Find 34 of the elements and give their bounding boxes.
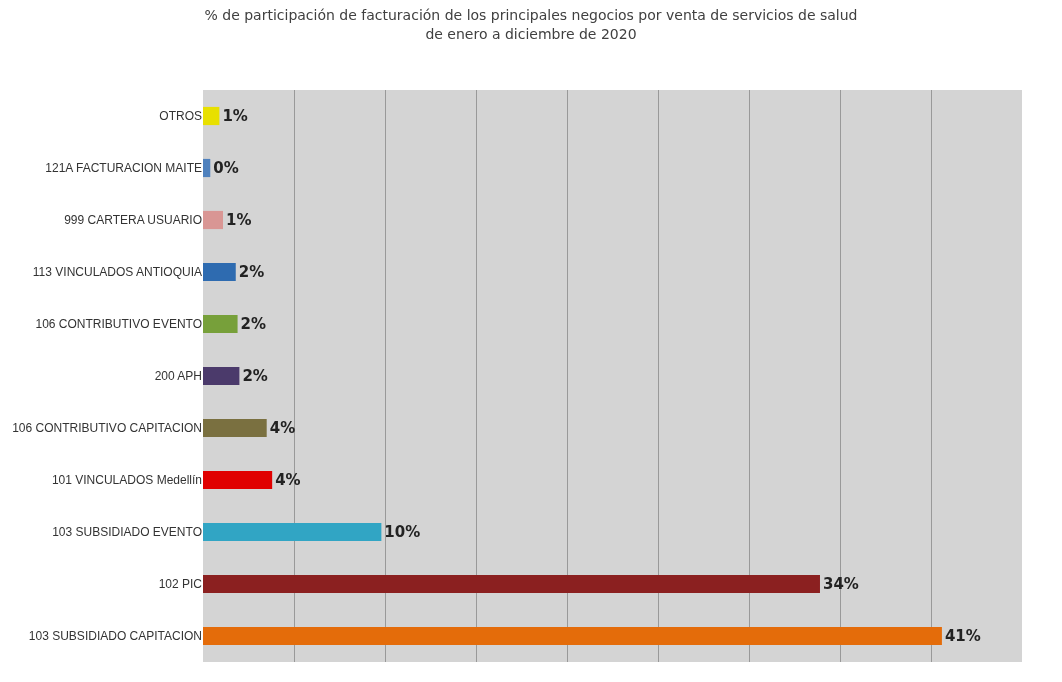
y-tick-label: 106 CONTRIBUTIVO EVENTO [35, 317, 202, 332]
y-tick-label: 999 CARTERA USUARIO [64, 213, 202, 228]
y-tick-label: 113 VINCULADOS ANTIOQUIA [32, 265, 202, 280]
y-tick-label: 103 SUBSIDIADO CAPITACION [28, 629, 202, 644]
data-label: 2% [242, 367, 268, 385]
data-label: 1% [226, 211, 252, 229]
bar [203, 262, 236, 282]
bar [203, 314, 238, 334]
data-label: 2% [240, 315, 267, 333]
data-label: 1% [222, 107, 248, 125]
bar [203, 418, 267, 438]
data-label: 2% [238, 263, 265, 281]
data-label: 34% [822, 575, 859, 593]
data-label: 4% [275, 471, 301, 489]
y-tick-label: OTROS [159, 109, 202, 124]
y-tick-label: 103 SUBSIDIADO EVENTO [52, 525, 202, 540]
chart-title: % de participación de facturación de los principales negocios por venta de servicios de salud de enero a diciembre de 2020 [204, 7, 858, 42]
y-tick-label: 106 CONTRIBUTIVO CAPITACION [12, 421, 202, 436]
bar [203, 106, 220, 126]
bar [203, 626, 942, 646]
data-label: 0% [213, 159, 239, 177]
bar [203, 158, 211, 178]
bar [203, 470, 273, 490]
bar [203, 522, 382, 542]
bar [203, 210, 224, 230]
bar [203, 574, 820, 594]
y-tick-label: 101 VINCULADOS Medellín [51, 473, 202, 488]
y-tick-label: 121A FACTURACION MAITE [45, 161, 202, 176]
y-tick-label: 102 PIC [158, 577, 203, 592]
data-label: 4% [269, 419, 296, 437]
data-label: 41% [944, 627, 981, 645]
data-label: 10% [384, 523, 421, 541]
y-tick-label: 200 APH [154, 369, 202, 384]
bar [203, 366, 240, 386]
